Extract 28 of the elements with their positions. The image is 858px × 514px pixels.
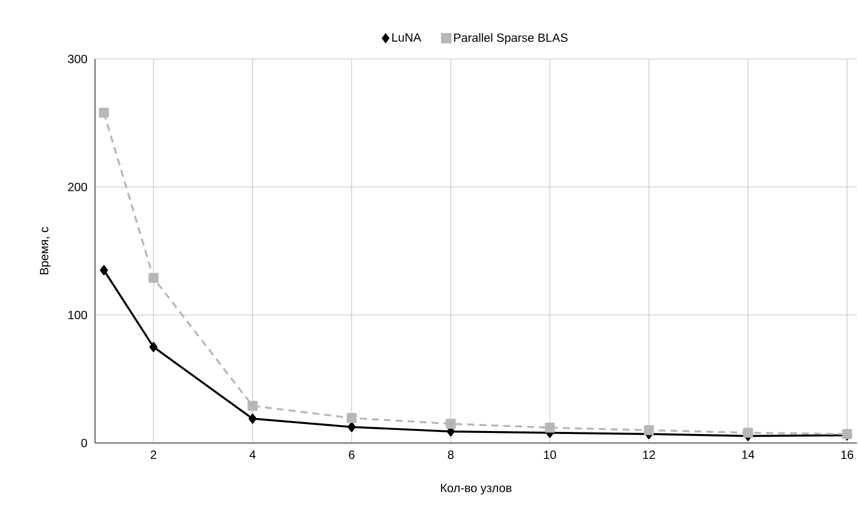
x-tick-label: 4 <box>250 450 256 459</box>
point <box>346 413 357 424</box>
point <box>743 428 753 438</box>
y-tick-label: 300 <box>68 54 88 64</box>
x-tick-label: 2 <box>150 450 156 459</box>
point <box>98 108 109 118</box>
point <box>544 422 555 433</box>
point <box>348 422 356 432</box>
y-axis-title: Время, с <box>40 227 51 274</box>
x-tick-label: 8 <box>448 450 454 459</box>
x-tick-label: 16 <box>841 450 854 459</box>
point <box>248 400 258 411</box>
y-tick-label: 0 <box>81 438 88 448</box>
point <box>149 342 158 352</box>
x-tick-label: 6 <box>348 450 354 459</box>
y-tick-label: 200 <box>68 182 88 192</box>
x-tick-label: 10 <box>544 450 556 459</box>
point <box>248 414 257 424</box>
legend-label: Parallel Sparse BLAS <box>454 33 568 44</box>
y-tick-label: 100 <box>68 310 88 320</box>
legend-label: LuNA <box>392 33 422 42</box>
x-tick-label: 14 <box>742 450 754 459</box>
point <box>446 418 456 429</box>
point <box>644 425 654 436</box>
x-axis-title: Кол-во узлов <box>441 484 512 495</box>
point <box>148 272 158 283</box>
point <box>100 265 108 276</box>
x-tick-label: 12 <box>643 450 655 459</box>
